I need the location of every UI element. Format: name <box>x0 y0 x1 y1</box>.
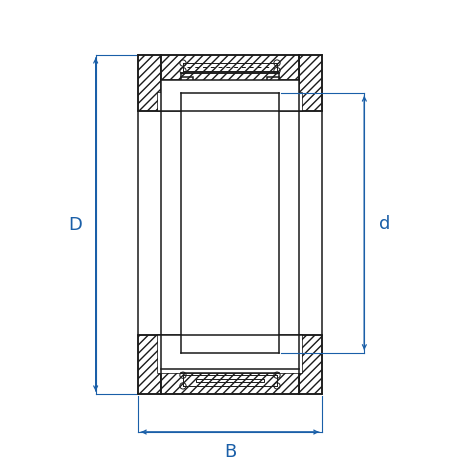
Polygon shape <box>266 336 279 369</box>
Polygon shape <box>279 94 301 112</box>
Polygon shape <box>299 56 321 112</box>
Polygon shape <box>180 353 279 373</box>
Polygon shape <box>180 78 193 111</box>
Polygon shape <box>160 369 299 394</box>
Text: D: D <box>68 216 82 234</box>
Polygon shape <box>196 379 263 382</box>
Polygon shape <box>266 78 279 111</box>
Text: B: B <box>224 442 235 459</box>
Polygon shape <box>158 94 301 112</box>
Polygon shape <box>160 80 299 112</box>
Polygon shape <box>299 335 321 394</box>
Polygon shape <box>158 335 301 373</box>
Text: d: d <box>378 214 389 232</box>
Polygon shape <box>158 335 180 373</box>
Polygon shape <box>138 56 160 112</box>
Polygon shape <box>180 74 279 94</box>
Polygon shape <box>138 112 321 335</box>
Polygon shape <box>160 56 299 80</box>
Polygon shape <box>158 94 180 112</box>
Polygon shape <box>180 336 193 369</box>
Polygon shape <box>138 335 160 394</box>
Polygon shape <box>279 335 301 373</box>
Polygon shape <box>160 335 299 369</box>
